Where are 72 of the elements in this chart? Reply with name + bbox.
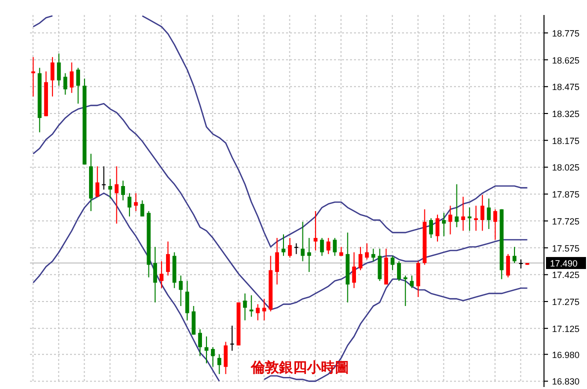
candlestick xyxy=(358,246,362,271)
candlestick xyxy=(121,180,125,201)
candlestick xyxy=(160,260,164,289)
y-tick-label: 18.175 xyxy=(552,136,580,146)
candlestick xyxy=(243,292,247,321)
candlestick xyxy=(468,207,472,232)
candlestick xyxy=(204,336,208,364)
candlestick xyxy=(275,237,279,286)
candlestick xyxy=(332,237,337,256)
candlestick xyxy=(178,275,183,306)
y-tick-label: 18.325 xyxy=(552,108,580,119)
candlestick xyxy=(114,166,119,224)
candlestick xyxy=(288,237,292,258)
candlestick xyxy=(429,218,433,238)
candlestick xyxy=(95,166,100,198)
candlestick xyxy=(307,237,312,272)
candlestick xyxy=(294,242,298,255)
candlestick xyxy=(102,166,106,190)
candlestick xyxy=(320,237,324,256)
candlestick xyxy=(493,208,498,240)
candlestick xyxy=(416,260,420,298)
y-tick-label: 17.275 xyxy=(552,297,580,308)
candlestick xyxy=(300,221,305,262)
candlestick xyxy=(364,242,369,260)
y-tick-label: 18.775 xyxy=(552,28,580,38)
candlestick xyxy=(397,260,401,282)
candlestick xyxy=(454,184,459,228)
candlestick xyxy=(224,341,228,375)
candlestick xyxy=(128,192,132,217)
y-tick-label: 16.830 xyxy=(552,376,580,387)
y-tick-label: 16.980 xyxy=(552,350,580,360)
candlestick xyxy=(486,198,491,230)
candlestick xyxy=(192,306,196,336)
y-tick-label: 18.025 xyxy=(552,162,580,173)
y-tick-label: 17.725 xyxy=(552,216,580,226)
y-tick-label: 17.875 xyxy=(552,190,580,200)
candlestick xyxy=(230,325,234,352)
candlestick xyxy=(512,246,516,264)
candlestick xyxy=(282,234,286,256)
candlestick xyxy=(63,72,68,96)
candlestick xyxy=(378,248,382,282)
candlestick xyxy=(185,280,190,321)
candlestick xyxy=(448,205,452,235)
y-tick-label: 17.575 xyxy=(552,243,580,254)
candlestick xyxy=(326,237,330,255)
candlestick xyxy=(410,275,414,289)
y-tick-label: 18.625 xyxy=(552,55,580,66)
candlestick xyxy=(352,252,356,289)
candlestick xyxy=(390,255,394,271)
candlestick xyxy=(76,67,80,104)
y-tick-label: 17.125 xyxy=(552,324,580,334)
candlestick xyxy=(50,56,54,97)
candlestick xyxy=(134,192,138,212)
candlestick xyxy=(461,196,466,232)
candlestick xyxy=(506,254,510,278)
candlestick xyxy=(198,328,202,357)
candlestick xyxy=(442,212,446,237)
candlestick xyxy=(153,246,158,303)
candlestick xyxy=(480,194,484,232)
candlestick xyxy=(249,294,254,318)
candlestick xyxy=(140,200,144,217)
candlestick xyxy=(70,62,74,94)
line-series xyxy=(32,102,528,310)
candlestick xyxy=(210,346,215,368)
candlestick xyxy=(56,53,61,86)
y-tick-label: 17.425 xyxy=(552,270,580,280)
candlestick xyxy=(436,214,440,242)
y-tick-label: 18.475 xyxy=(552,82,580,92)
ref-line-label: 17.490 xyxy=(550,258,578,269)
candlestick xyxy=(166,241,170,276)
text: 倫敦銀四小時圖 xyxy=(250,359,349,376)
candlestick xyxy=(314,210,318,251)
